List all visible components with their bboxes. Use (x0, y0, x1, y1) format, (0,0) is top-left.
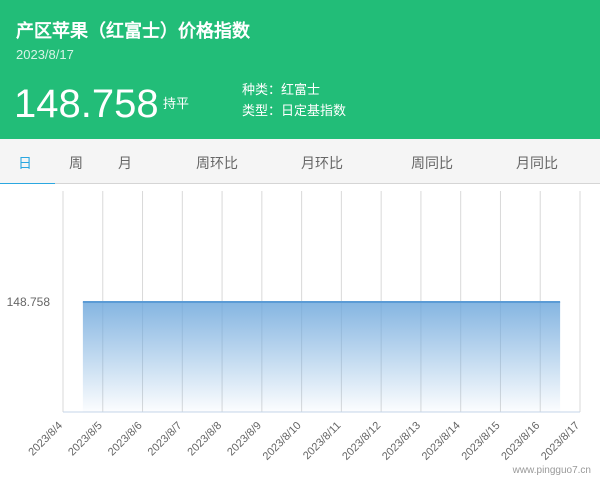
svg-text:148.758: 148.758 (7, 295, 51, 309)
svg-text:2023/8/17: 2023/8/17 (539, 420, 582, 463)
svg-text:2023/8/7: 2023/8/7 (146, 420, 185, 459)
svg-text:2023/8/6: 2023/8/6 (106, 420, 145, 459)
svg-text:2023/8/4: 2023/8/4 (26, 420, 65, 459)
svg-text:2023/8/11: 2023/8/11 (301, 420, 344, 463)
svg-text:2023/8/9: 2023/8/9 (225, 420, 264, 459)
svg-text:2023/8/10: 2023/8/10 (261, 420, 304, 463)
svg-text:2023/8/13: 2023/8/13 (380, 420, 423, 463)
svg-text:2023/8/16: 2023/8/16 (499, 420, 542, 463)
svg-text:2023/8/14: 2023/8/14 (420, 420, 463, 463)
svg-text:2023/8/12: 2023/8/12 (340, 420, 383, 463)
svg-text:2023/8/8: 2023/8/8 (185, 420, 224, 459)
svg-text:2023/8/15: 2023/8/15 (459, 420, 502, 463)
svg-text:2023/8/5: 2023/8/5 (66, 420, 105, 459)
